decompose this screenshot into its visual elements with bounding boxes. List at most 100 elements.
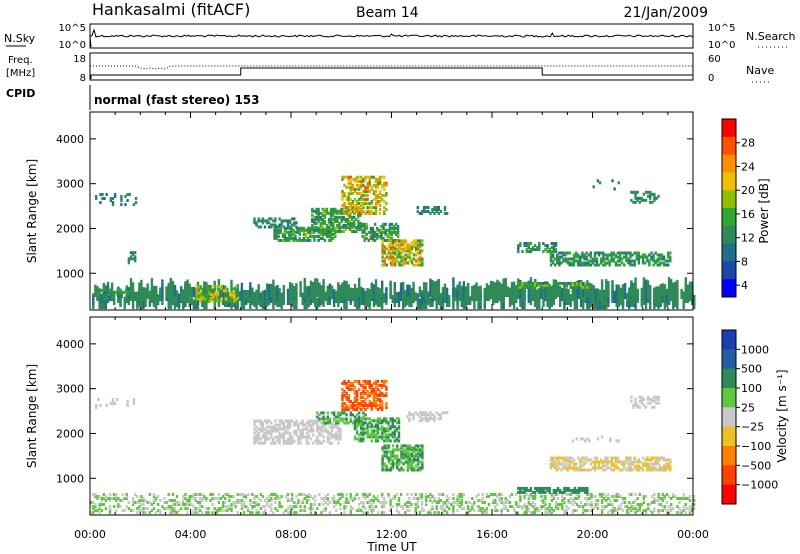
echo-cell: [603, 505, 606, 509]
echo-cell: [445, 287, 449, 303]
echo-cell: [358, 439, 361, 443]
echo-cell: [339, 437, 342, 441]
echo-cell: [286, 431, 290, 435]
echo-cell: [229, 295, 232, 299]
echo-cell: [402, 450, 405, 454]
echo-cell: [638, 509, 641, 513]
echo-cell: [353, 206, 357, 209]
echo-cell: [439, 417, 443, 421]
echo-cell: [259, 219, 262, 223]
echo-cell: [659, 503, 662, 506]
echo-cell: [275, 228, 278, 232]
echo-cell: [657, 288, 660, 297]
echo-cell: [637, 253, 641, 257]
echo-cell: [600, 435, 604, 439]
echo-cell: [292, 236, 295, 240]
echo-cell: [349, 383, 352, 387]
echo-cell: [340, 211, 343, 215]
echo-cell: [582, 486, 585, 490]
echo-cell: [581, 464, 584, 468]
echo-cell: [358, 433, 361, 437]
echo-cell: [595, 460, 599, 464]
echo-cell: [368, 206, 371, 209]
echo-cell: [552, 488, 556, 492]
echo-cell: [99, 404, 102, 407]
echo-cell: [360, 286, 363, 301]
x-axis-labels: 00:00 04:00 08:00 12:00 16:00 20:00 00:00: [74, 528, 709, 541]
echo-cell: [608, 253, 611, 257]
echo-cell: [554, 279, 558, 299]
echo-cell: [360, 202, 363, 205]
colorbar-swatch: [722, 465, 736, 486]
echo-cell: [251, 501, 254, 504]
echo-cell: [157, 509, 160, 513]
echo-cell: [270, 427, 273, 431]
echo-cell: [425, 415, 428, 419]
echo-cell: [613, 499, 616, 502]
echo-cell: [249, 282, 252, 297]
echo-cell: [208, 299, 211, 303]
echo-cell: [498, 497, 501, 500]
echo-cell: [358, 417, 361, 421]
echo-cell: [148, 501, 151, 504]
power-echoes: [92, 175, 696, 310]
echo-cell: [216, 293, 219, 297]
echo-cell: [351, 421, 355, 425]
echo-cell: [353, 495, 357, 498]
echo-cell: [523, 289, 526, 299]
echo-cell: [184, 497, 187, 500]
colorbar-swatch: [722, 279, 736, 298]
echo-cell: [343, 202, 346, 205]
echo-cell: [492, 501, 495, 504]
echo-cell: [374, 389, 378, 393]
echo-cell: [419, 448, 422, 452]
echo-cell: [305, 499, 309, 502]
echo-cell: [625, 259, 628, 263]
echo-cell: [316, 507, 319, 511]
echo-cell: [579, 281, 583, 285]
echo-cell: [383, 394, 386, 397]
echo-cell: [574, 255, 578, 259]
echo-cell: [544, 486, 547, 490]
echo-cell: [402, 261, 405, 265]
echo-cell: [283, 238, 287, 242]
echo-cell: [634, 499, 637, 502]
echo-cell: [415, 458, 418, 462]
echo-cell: [391, 448, 395, 452]
echo-cell: [385, 427, 388, 431]
echo-cell: [669, 259, 672, 263]
echo-cell: [341, 282, 344, 297]
echo-cell: [188, 501, 191, 504]
echo-cell: [345, 385, 348, 389]
echo-cell: [485, 507, 489, 511]
echo-cell: [288, 505, 292, 509]
echo-cell: [391, 251, 395, 255]
echo-cell: [358, 406, 361, 410]
echo-cell: [261, 425, 265, 429]
echo-cell: [400, 466, 403, 470]
echo-cell: [198, 493, 202, 496]
echo-cell: [593, 259, 597, 263]
echo-cell: [171, 499, 175, 502]
echo-cell: [684, 277, 687, 297]
echo-cell: [355, 389, 359, 393]
echo-cell: [140, 293, 143, 310]
echo-cell: [494, 501, 497, 504]
echo-cell: [575, 437, 579, 441]
echo-cell: [648, 466, 651, 470]
echo-cell: [398, 247, 401, 251]
echo-cell: [361, 234, 364, 238]
echo-cell: [321, 217, 324, 221]
echo-cell: [525, 244, 528, 248]
echo-cell: [132, 402, 136, 405]
echo-cell: [538, 242, 541, 245]
echo-cell: [417, 462, 420, 466]
echo-cell: [688, 505, 692, 509]
echo-cell: [387, 439, 390, 443]
echo-cell: [394, 222, 398, 226]
echo-cell: [282, 431, 285, 435]
echo-cell: [605, 499, 608, 502]
echo-cell: [376, 499, 380, 502]
echo-cell: [538, 281, 541, 285]
